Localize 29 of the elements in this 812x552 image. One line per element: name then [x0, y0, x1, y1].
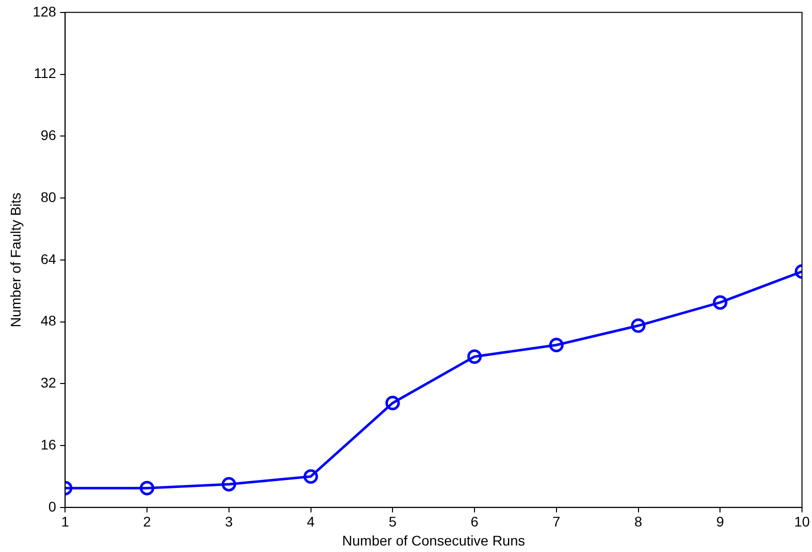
x-tick-label: 2 [143, 514, 152, 530]
point [304, 469, 318, 484]
y-tick-label: 112 [34, 65, 56, 82]
x-tick-label: 9 [716, 514, 724, 530]
x-tick-label: 10 [794, 514, 810, 530]
y-axis-title: Number of Faulty Bits [7, 192, 24, 328]
y-tick-label: 0 [48, 498, 56, 514]
point [549, 338, 564, 352]
x-tick-label: 6 [470, 514, 479, 530]
x-tick-label: 3 [225, 514, 234, 530]
y-tick-label: 48 [40, 312, 56, 329]
point [385, 396, 400, 410]
y-tick-label: 64 [40, 250, 56, 267]
point [222, 476, 236, 492]
y-tick-label: 32 [40, 374, 56, 391]
point [712, 295, 728, 310]
x-axis-title: Number of Consecutive Runs [342, 532, 526, 548]
x-tick-label: 7 [552, 514, 560, 530]
y-tick-label: 128 [32, 3, 56, 20]
y-tick-label: 96 [40, 127, 56, 144]
x-tick-label: 5 [388, 514, 397, 530]
x-tick-label: 8 [634, 514, 642, 530]
point [631, 318, 646, 333]
x-tick-label: 1 [61, 514, 70, 530]
y-tick-label: 16 [40, 436, 56, 452]
x-tick-label: 4 [306, 514, 315, 530]
y-tick-label: 80 [40, 188, 56, 205]
point [467, 349, 482, 364]
point [140, 480, 154, 496]
